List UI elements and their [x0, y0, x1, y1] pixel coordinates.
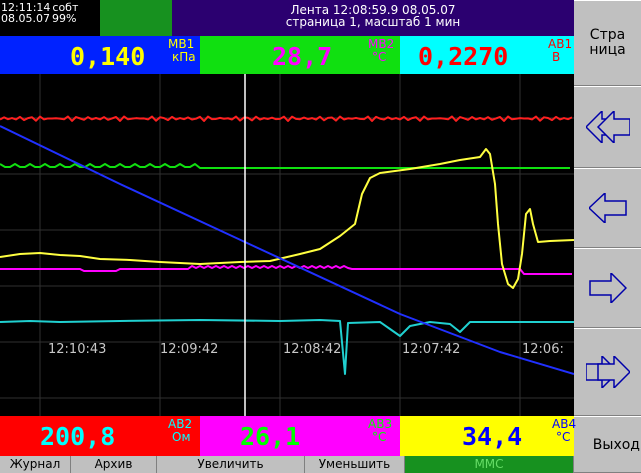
tape-line-2: страница 1, масштаб 1 мин — [172, 16, 574, 28]
page-button-label: Стра ница — [587, 28, 629, 58]
status-flag — [100, 0, 172, 40]
indicator-tag: AB4 — [552, 419, 576, 430]
archive-button[interactable]: Архив — [71, 456, 157, 473]
exit-button-label: Выход — [593, 437, 640, 453]
clock-status-box: 12:11:14 собт 08.05.07 99% — [0, 0, 100, 40]
indicator-unit: Ом — [172, 432, 191, 443]
scroll-far-right-button[interactable] — [574, 328, 641, 416]
indicator-ab4[interactable]: 34,4 AB4 °C — [400, 416, 574, 456]
trend-plot[interactable]: 12:10:43 12:09:42 12:08:42 12:07:42 12:06: — [0, 74, 574, 416]
scroll-far-left-button[interactable] — [574, 86, 641, 168]
indicator-value: 0,140 — [70, 44, 145, 69]
indicator-value: 34,4 — [462, 424, 522, 449]
indicator-value: 0,2270 — [418, 44, 508, 69]
indicator-mb1[interactable]: 0,140 MB1 кПа — [0, 36, 200, 74]
indicator-ab1[interactable]: 0,2270 AB1 B — [400, 36, 574, 74]
indicator-tag: AB1 — [548, 39, 572, 50]
indicator-tag: AB2 — [168, 419, 192, 430]
indicator-tag: AB3 — [368, 419, 392, 430]
time-axis-label: 12:10:43 — [48, 342, 106, 357]
indicator-unit: B — [552, 52, 560, 63]
indicator-unit: кПа — [172, 52, 196, 63]
indicator-unit: °C — [556, 432, 570, 443]
archive-button-label: Архив — [95, 457, 133, 471]
indicator-unit: °C — [372, 52, 386, 63]
indicator-value: 200,8 — [40, 424, 115, 449]
zoom-out-button-label: Уменьшить — [319, 457, 391, 471]
trace-red — [0, 117, 572, 121]
indicator-tag: MB2 — [368, 39, 394, 50]
scroll-right-button[interactable] — [574, 248, 641, 328]
double-left-arrow-icon — [586, 111, 630, 143]
left-arrow-icon — [589, 193, 627, 223]
indicator-mb2[interactable]: 28,7 MB2 °C — [200, 36, 400, 74]
indicator-value: 28,7 — [272, 44, 332, 69]
journal-button[interactable]: Журнал — [0, 456, 71, 473]
time-axis-label: 12:06: — [522, 342, 564, 357]
journal-button-label: Журнал — [10, 457, 61, 471]
mmc-button-label: MMC — [474, 457, 503, 471]
status-percent: 99% — [52, 13, 76, 24]
time-axis-label: 12:08:42 — [283, 342, 341, 357]
indicator-ab3[interactable]: 26,1 AB3 °C — [200, 416, 400, 456]
indicator-ab2[interactable]: 200,8 AB2 Ом — [0, 416, 200, 456]
trend-plot-svg[interactable]: 12:10:43 12:09:42 12:08:42 12:07:42 12:06: — [0, 74, 574, 416]
zoom-out-button[interactable]: Уменьшить — [305, 456, 405, 473]
trace-magenta — [0, 266, 572, 274]
indicator-tag: MB1 — [168, 39, 194, 50]
zoom-in-button[interactable]: Увеличить — [157, 456, 305, 473]
zoom-in-button-label: Увеличить — [197, 457, 263, 471]
clock-date: 08.05.07 — [1, 13, 50, 24]
scroll-left-button[interactable] — [574, 168, 641, 248]
right-arrow-icon — [589, 273, 627, 303]
time-axis-label: 12:07:42 — [402, 342, 460, 357]
trace-blue — [0, 126, 574, 374]
tape-info: Лента 12:08:59.9 08.05.07 страница 1, ма… — [172, 0, 574, 40]
indicator-unit: °C — [372, 432, 386, 443]
time-axis-label: 12:09:42 — [160, 342, 218, 357]
page-button[interactable]: Стра ница — [574, 0, 641, 86]
exit-button[interactable]: Выход — [574, 416, 641, 473]
indicator-value: 26,1 — [240, 424, 300, 449]
double-right-arrow-icon — [586, 356, 630, 388]
mmc-button[interactable]: MMC — [405, 456, 574, 473]
